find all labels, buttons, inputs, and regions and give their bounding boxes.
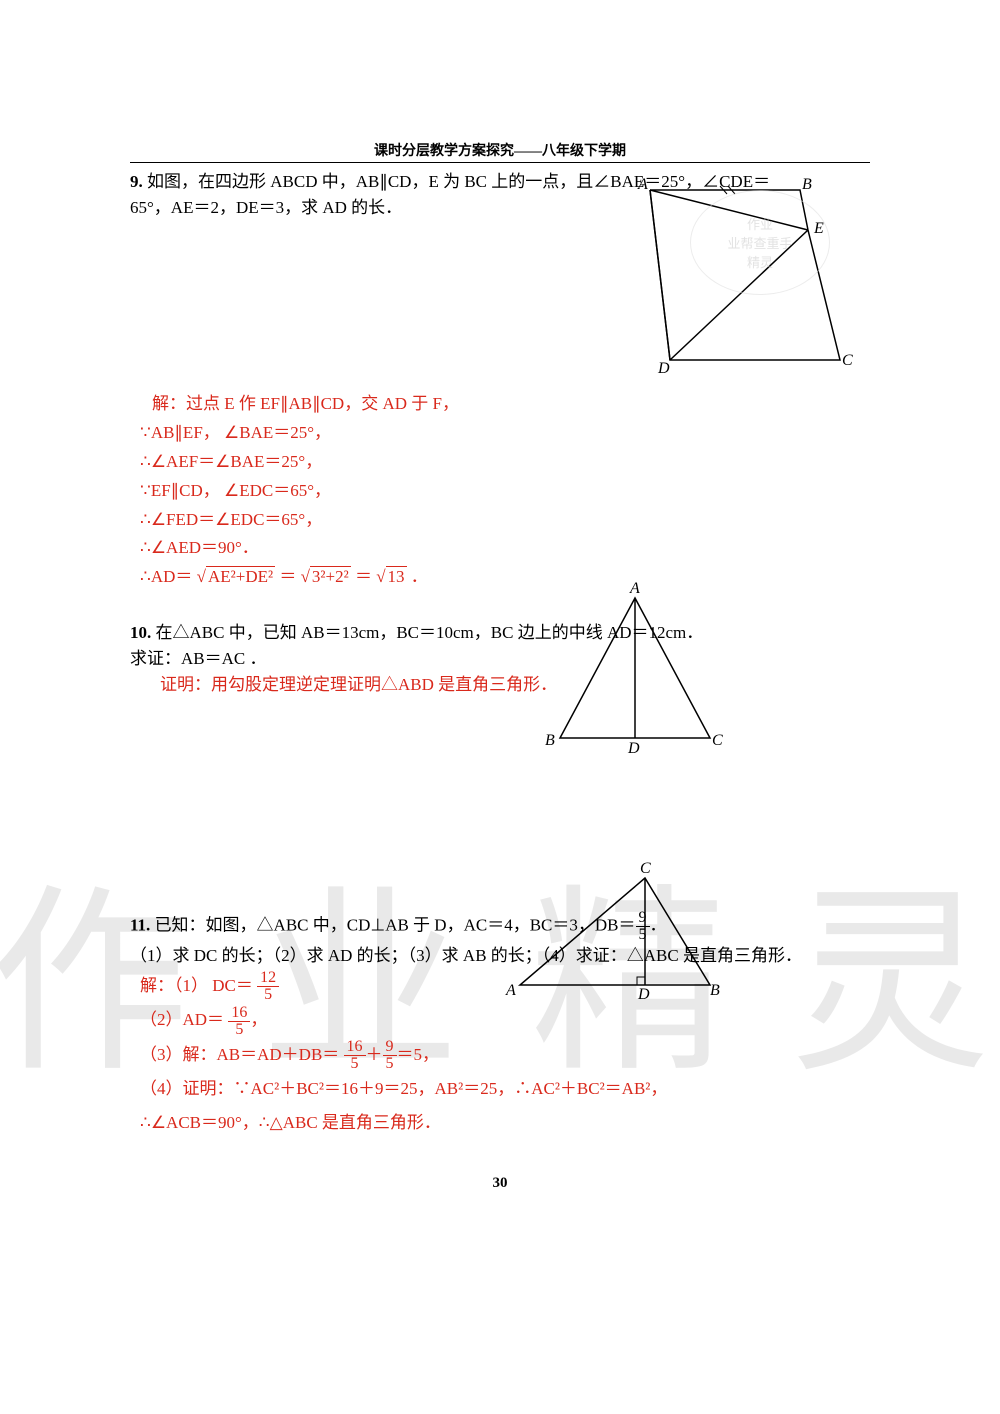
problem-number: 9. (130, 172, 143, 191)
problem-9-answer: 解：过点 E 作 EF∥AB∥CD，交 AD 于 F， ∵AB∥EF， ∠BAE… (140, 390, 870, 592)
page-title: 课时分层教学方案探究——八年级下学期 (130, 140, 870, 163)
problem-10-answer: 证明：用勾股定理逆定理证明△ABD 是直角三角形． (140, 671, 870, 700)
problem-11-figure: C A D B (510, 870, 730, 1000)
problem-number: 10. (130, 623, 151, 642)
problem-number: 11. (130, 916, 150, 935)
problem-11-answer: 解：（1） DC＝ 125 （2）AD＝ 165， （3）解：AB＝AD＋DB＝… (140, 969, 870, 1141)
problem-10-figure: A B D C (550, 590, 730, 760)
page-number: 30 (493, 1175, 508, 1192)
problem-10-text: 10. 在△ABC 中，已知 AB＝13cm，BC＝10cm，BC 边上的中线 … (130, 620, 870, 671)
watermark-stamp: 作业 业帮查重手 精灵 (690, 190, 830, 295)
problem-11-text: 11. 已知：如图，△ABC 中，CD⊥AB 于 D，AC＝4，BC＝3，DB＝… (130, 910, 870, 969)
page-content: 课时分层教学方案探究——八年级下学期 9. 如图，在四边形 ABCD 中，AB∥… (130, 140, 870, 1140)
